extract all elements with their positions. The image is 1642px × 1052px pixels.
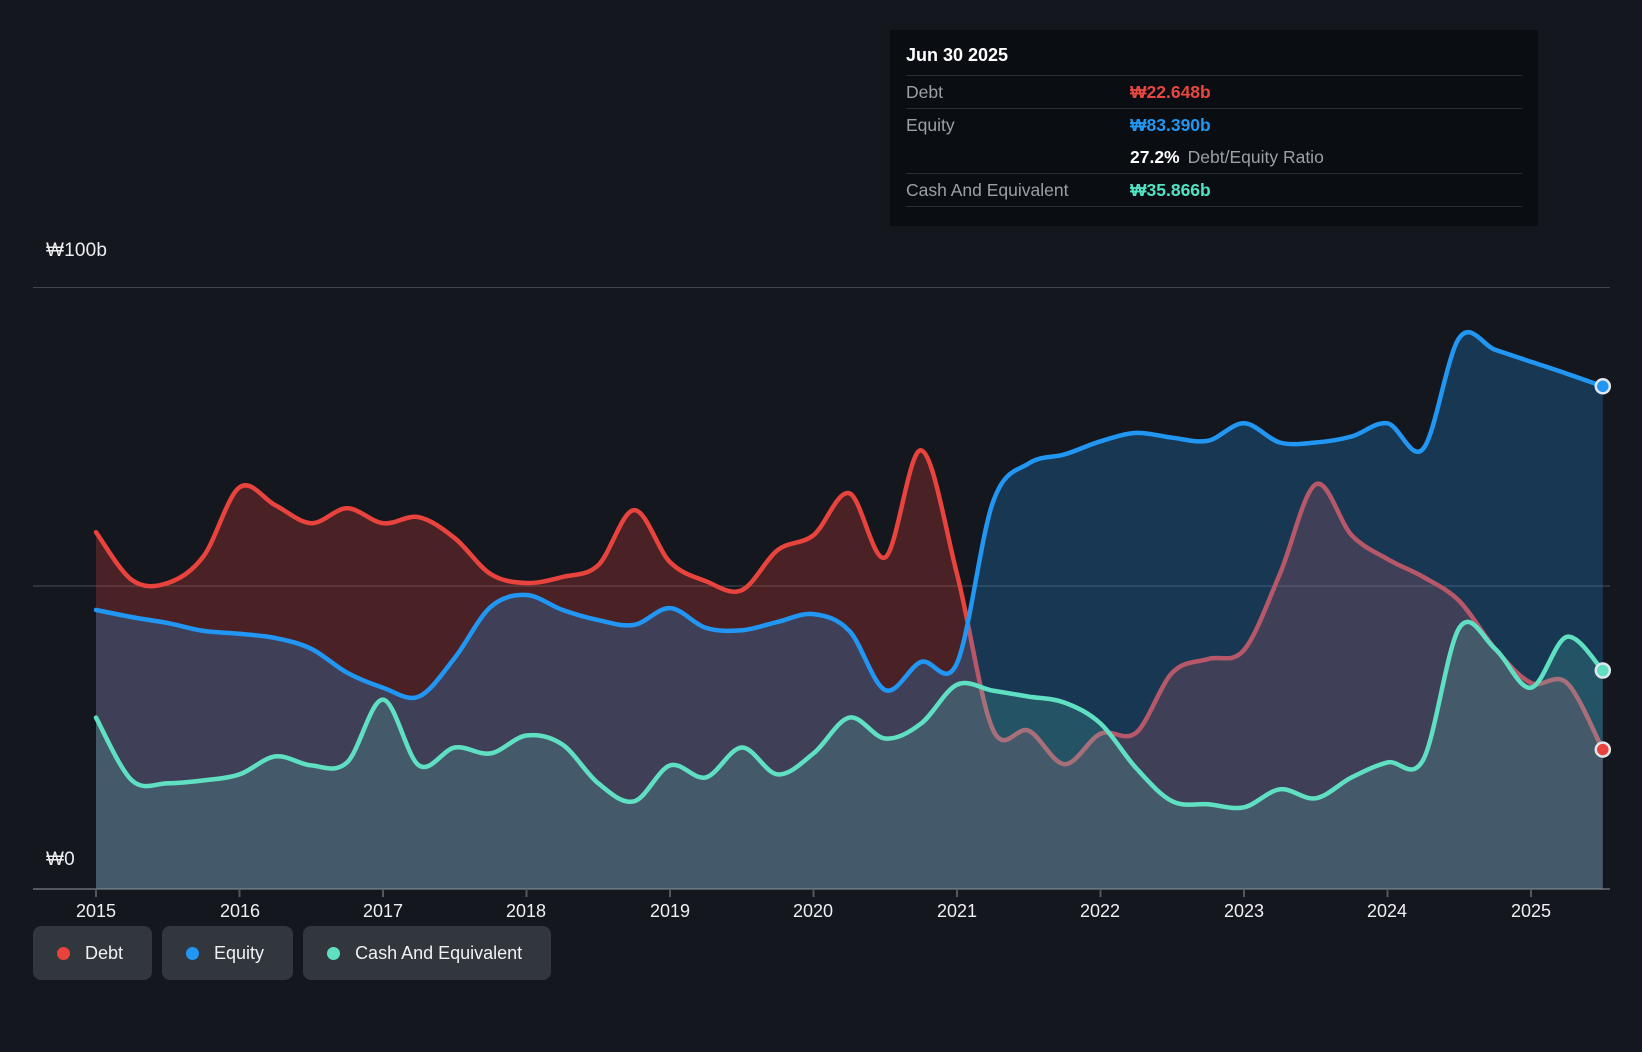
debt-end-dot [1594,741,1612,758]
tooltip-equity-label: Equity [906,115,955,135]
legend-item-cash[interactable]: Cash And Equivalent [303,926,552,980]
tooltip-date: Jun 30 2025 [906,30,1522,76]
legend-cash-label: Cash And Equivalent [355,942,523,963]
x-axis-label-2019: 2019 [649,901,691,921]
debt-series-dot-icon [57,946,70,960]
legend-item-equity[interactable]: Equity [162,926,294,980]
equity-end-dot [1594,378,1612,395]
legend-equity-label: Equity [214,942,265,963]
tooltip-cash-label: Cash And Equivalent [906,179,1069,200]
series-layer [93,330,1612,889]
chart-legend: Debt Equity Cash And Equivalent [33,926,552,980]
cash-and-equivalent-area [96,621,1603,889]
cash-and-equivalent-end-dot [1594,662,1612,679]
debt-line [93,448,1606,767]
tooltip-debt-label: Debt [906,81,943,102]
tooltip-debt-value: ₩22.648b [1130,81,1211,102]
x-axis-label-2015: 2015 [75,901,117,921]
cash-and-equivalent-line [93,619,1606,811]
x-axis-label-2025: 2025 [1510,901,1552,921]
x-axis-ticks [95,889,1532,897]
x-axis-label-2021: 2021 [936,901,978,921]
equity-line [93,330,1606,701]
chart-tooltip: Jun 30 2025 Debt ₩22.648b Equity ₩83.390… [890,30,1538,226]
legend-debt-label: Debt [85,942,124,963]
y-axis-label-100b: ₩100b [46,240,108,261]
tooltip-row-equity: Equity ₩83.390b [906,109,1522,142]
tooltip-row-cash: Cash And Equivalent ₩35.866b [906,174,1522,207]
tooltip-row-debt: Debt ₩22.648b [906,76,1522,109]
x-axis-label-2022: 2022 [1079,901,1121,921]
equity-series-dot-icon [186,946,200,960]
x-axis-label-2023: 2023 [1223,901,1265,921]
cash-series-dot-icon [327,946,341,960]
tooltip-cash-value: ₩35.866b [1130,179,1211,200]
x-axis-label-2016: 2016 [219,901,261,921]
x-axis-label-2018: 2018 [505,901,547,921]
x-axis-label-2020: 2020 [792,901,834,921]
tooltip-row-ratio: 27.2% Debt/Equity Ratio [906,142,1522,174]
tooltip-ratio-label: Debt/Equity Ratio [1187,147,1324,167]
tooltip-ratio-value: 27.2% [1130,147,1180,167]
y-axis-label-0: ₩0 [46,849,75,870]
x-axis-label-2017: 2017 [362,901,404,921]
legend-item-debt[interactable]: Debt [33,926,153,980]
tooltip-equity-value: ₩83.390b [1130,115,1211,135]
x-axis-label-2024: 2024 [1366,901,1408,921]
